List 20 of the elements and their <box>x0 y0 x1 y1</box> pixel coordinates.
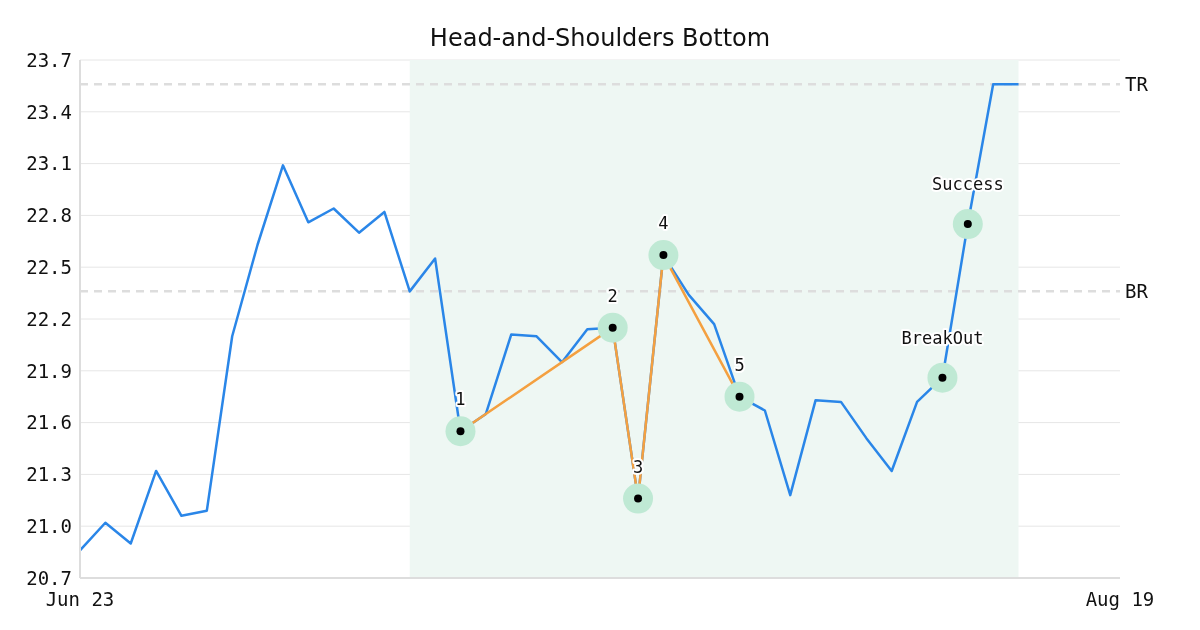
annotation: 5 <box>734 354 745 375</box>
y-tick-label: 23.4 <box>26 100 72 123</box>
annotation: 1 <box>455 389 466 410</box>
y-tick-label: 20.7 <box>26 566 72 589</box>
y-tick-label: 22.8 <box>26 204 72 227</box>
ref-line-label: TR <box>1125 72 1149 95</box>
annotation: 4 <box>658 213 669 234</box>
annotation: 2 <box>607 285 618 306</box>
chart-title: Head-and-Shoulders Bottom <box>428 24 772 52</box>
y-tick-label: 21.6 <box>26 411 72 434</box>
x-tick-label: Jun 23 <box>45 588 115 610</box>
y-tick-label: 21.9 <box>26 359 72 382</box>
y-tick-label: 23.1 <box>26 152 72 175</box>
x-tick-label: Aug 19 <box>1085 588 1155 610</box>
y-tick-label: 21.3 <box>26 463 72 486</box>
ref-line-label: BR <box>1125 280 1149 303</box>
y-tick-label: 21.0 <box>26 514 72 537</box>
y-tick-label: 23.7 <box>26 48 72 71</box>
y-tick-label: 22.2 <box>26 307 72 330</box>
y-tick-label: 22.5 <box>26 255 72 278</box>
